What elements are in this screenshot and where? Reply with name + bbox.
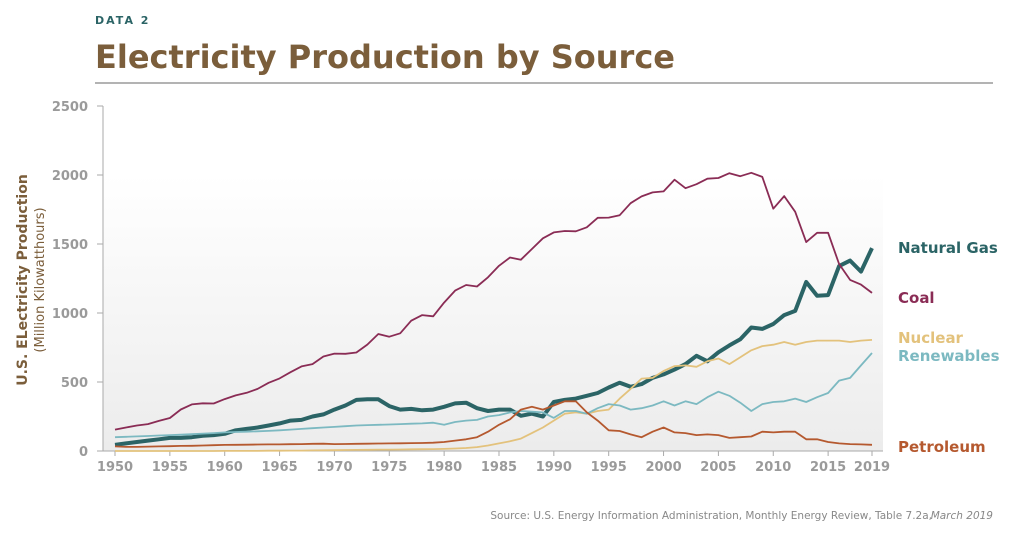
x-tick-label: 2015 [810, 460, 846, 475]
x-tick-label: 1960 [207, 460, 243, 475]
x-tick-label: 1950 [97, 460, 133, 475]
y-axis-subtitle: (Million Kilowatthours) [33, 207, 48, 352]
legend-label: Coal [898, 289, 935, 307]
legend-label: Nuclear [898, 329, 964, 347]
legend-label: Petroleum [898, 438, 986, 456]
x-tick-label: 1965 [261, 460, 297, 475]
x-tick-label: 1975 [371, 460, 407, 475]
y-axis-title: U.S. ELectricity Production [15, 174, 31, 386]
x-tick-label: 1995 [591, 460, 627, 475]
x-tick-label: 2005 [700, 460, 736, 475]
series-line [115, 339, 873, 452]
y-tick-label: 2000 [52, 169, 88, 184]
x-tick-label: 1985 [481, 460, 517, 475]
series-line [114, 247, 874, 447]
y-tick-label: 2500 [52, 100, 88, 115]
series-line [114, 171, 873, 431]
x-tick-label: 2000 [645, 460, 681, 475]
x-tick-label: 1990 [536, 460, 572, 475]
chart-title: Electricity Production by Source [95, 38, 675, 76]
kicker: DATA 2 [95, 14, 150, 27]
legend-label: Renewables [898, 347, 1000, 365]
series-line [114, 400, 873, 448]
y-tick-label: 1000 [52, 307, 88, 322]
y-tick-label: 0 [79, 445, 88, 460]
series-line [114, 352, 873, 439]
y-tick-label: 500 [61, 376, 88, 391]
x-tick-label: 1955 [152, 460, 188, 475]
source-date: March 2019 [931, 510, 994, 522]
source: Source: U.S. Energy Information Administ… [490, 510, 932, 522]
y-tick-label: 1500 [52, 238, 88, 253]
x-tick-label: 1980 [426, 460, 462, 475]
plot-background [103, 175, 883, 451]
legend-label: Natural Gas [898, 239, 998, 257]
x-tick-label: 2010 [755, 460, 791, 475]
x-tick-label: 1970 [316, 460, 352, 475]
x-tick-label: 2019 [854, 460, 890, 475]
